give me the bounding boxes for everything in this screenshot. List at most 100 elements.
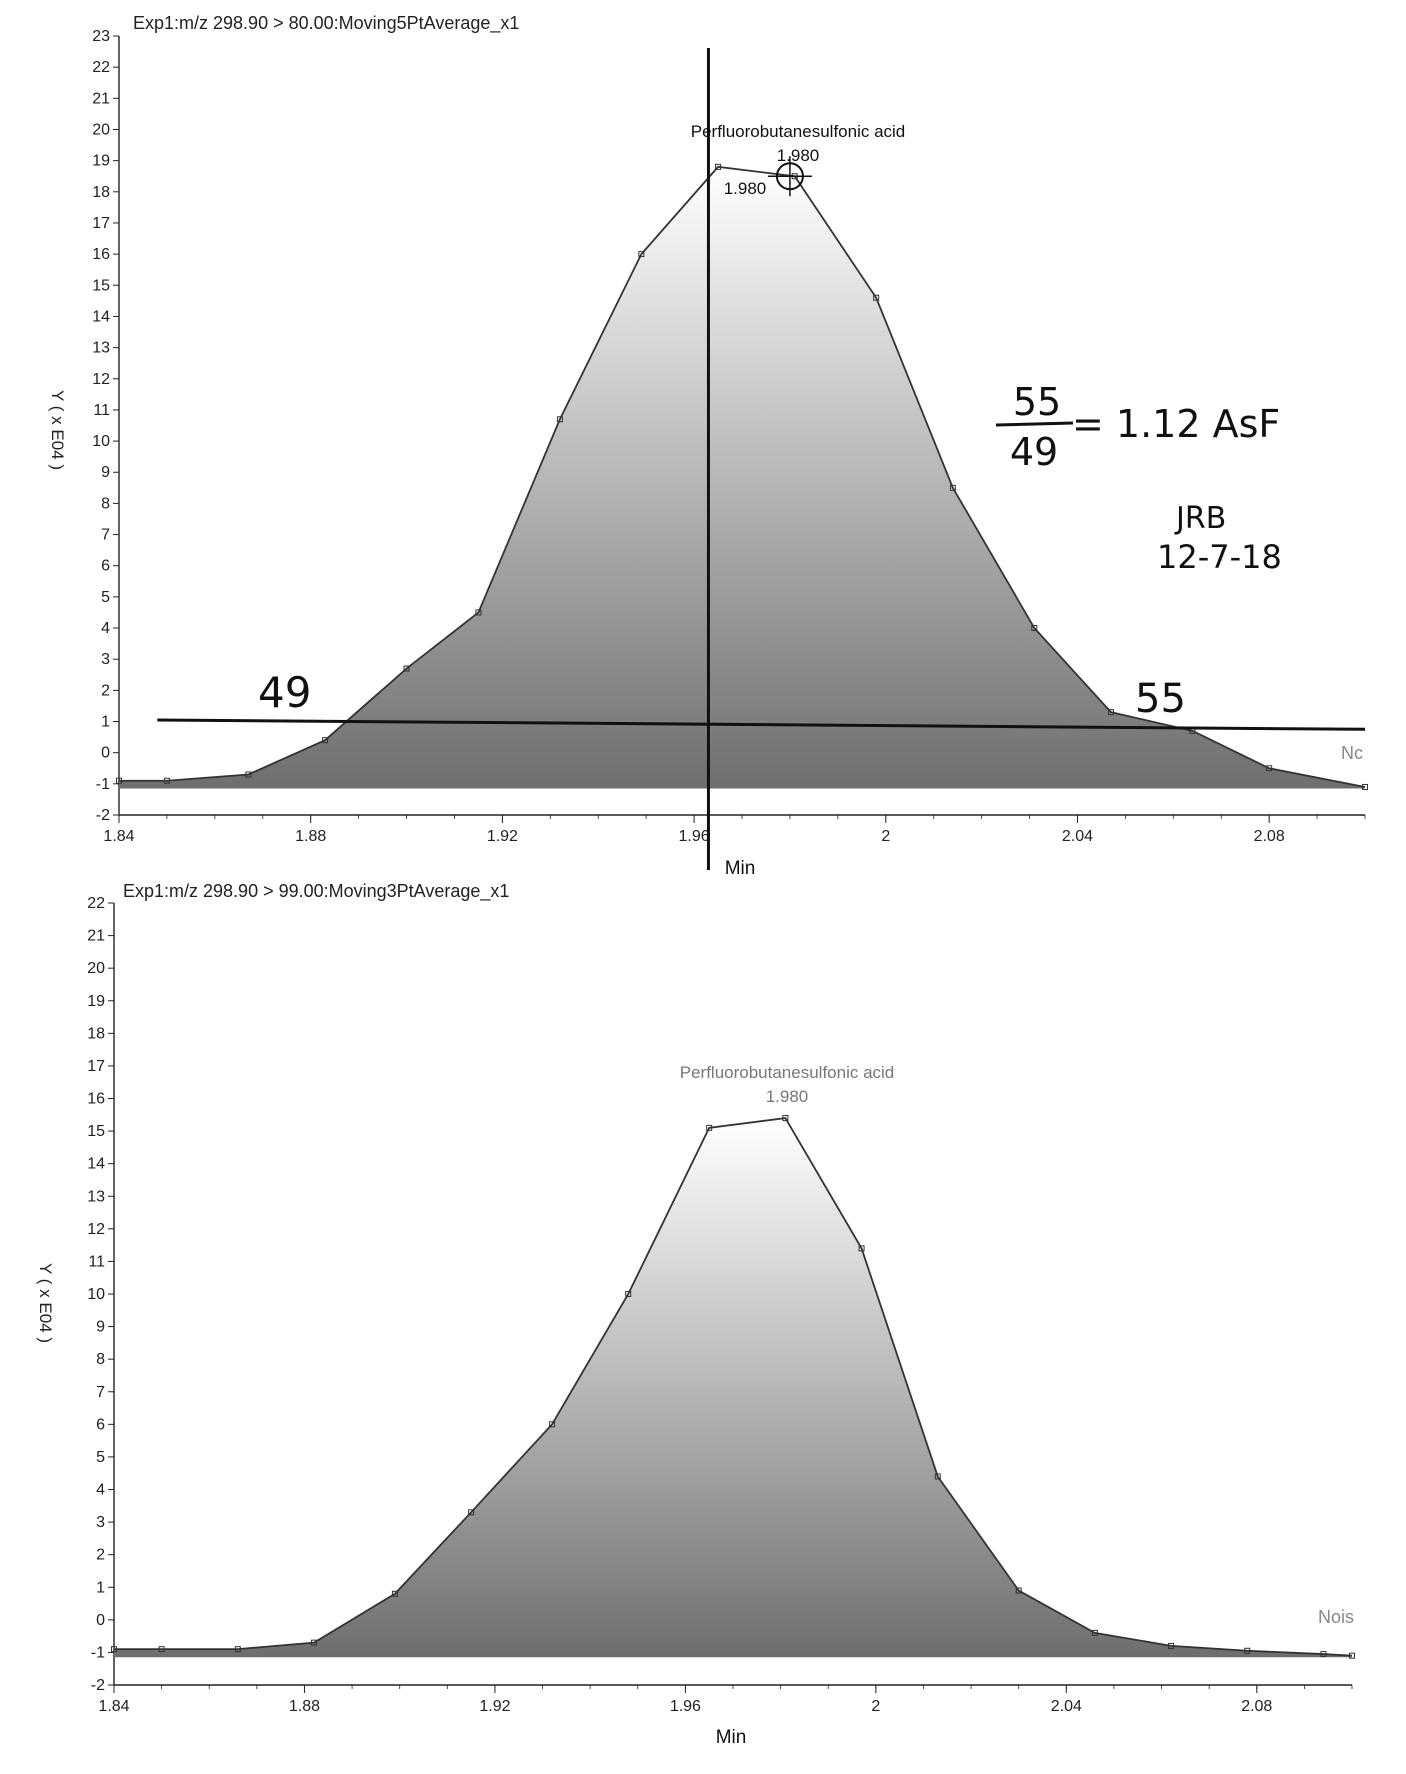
annotation-horizontal-line: [157, 718, 1366, 731]
data-point: [1320, 1651, 1327, 1658]
y-tick-label: 12: [87, 1221, 105, 1238]
x-tick-label: 2: [871, 1698, 880, 1715]
data-point: [715, 163, 722, 170]
y-tick-label: 9: [96, 1319, 105, 1336]
y-tick-label: 10: [92, 433, 110, 450]
data-point: [310, 1639, 317, 1646]
y-tick-label: 16: [92, 246, 110, 263]
annotation-fraction-bar: [995, 421, 1074, 427]
y-tick-label: 2: [96, 1547, 105, 1564]
y-tick-label: 18: [87, 1025, 105, 1042]
x-tick-label: 1.88: [295, 828, 326, 845]
chart-top: Exp1:m/z 298.90 > 80.00:Moving5PtAverage…: [48, 13, 1368, 879]
y-tick-label: 17: [92, 215, 110, 232]
y-tick-label: 15: [87, 1123, 105, 1140]
data-point: [1015, 1587, 1022, 1594]
y-tick-label: 14: [87, 1156, 105, 1173]
data-point: [1031, 625, 1038, 632]
y-tick-label: 1: [101, 714, 110, 731]
chart-top-peak-area: [119, 166, 1365, 789]
x-tick-label: 2.08: [1254, 828, 1285, 845]
data-point: [782, 1115, 789, 1122]
annotation-fraction-result: = 1.12 AsF: [1072, 402, 1280, 446]
data-point: [858, 1245, 865, 1252]
chart-bottom-peak-label: Perfluorobutanesulfonic acid: [680, 1063, 895, 1082]
x-tick-label: 2.04: [1062, 828, 1093, 845]
y-tick-label: 13: [92, 340, 110, 357]
y-tick-label: 16: [87, 1091, 105, 1108]
data-point: [468, 1509, 475, 1516]
data-point: [706, 1124, 713, 1131]
x-tick-label: 2.04: [1051, 1698, 1082, 1715]
data-point: [163, 777, 170, 784]
y-tick-label: -2: [96, 807, 110, 824]
data-point: [403, 665, 410, 672]
annotation-fraction-denominator: 49: [1010, 430, 1058, 474]
chart-bottom-peak-area: [114, 1118, 1352, 1658]
y-tick-label: 15: [92, 277, 110, 294]
data-point: [391, 1590, 398, 1597]
y-tick-label: 21: [92, 90, 110, 107]
data-point: [1349, 1652, 1355, 1659]
y-tick-label: 17: [87, 1058, 105, 1075]
data-point: [1362, 783, 1368, 790]
chart-top-peak-rt-marker: 1.980: [724, 179, 767, 198]
y-tick-label: 19: [87, 993, 105, 1010]
data-point: [245, 771, 252, 778]
data-point: [549, 1421, 556, 1428]
chart-top-trace-line: [119, 165, 1366, 788]
data-point: [556, 416, 563, 423]
x-tick-label: 1.96: [670, 1698, 701, 1715]
chart-top-ylabel: Y ( x E04 ): [48, 390, 67, 470]
y-tick-label: 5: [101, 589, 110, 606]
y-tick-label: 0: [96, 1612, 105, 1629]
y-tick-label: 7: [96, 1384, 105, 1401]
chart-bottom: Exp1:m/z 298.90 > 99.00:Moving3PtAverage…: [36, 881, 1355, 1748]
y-tick-label: 6: [96, 1416, 105, 1433]
y-tick-label: 4: [101, 620, 110, 637]
data-point: [475, 609, 482, 616]
chart-top-side-label: Nc: [1341, 743, 1363, 763]
annotation-initials: JRB: [1174, 501, 1226, 536]
y-tick-label: 0: [101, 745, 110, 762]
annotation-fraction-numerator: 55: [1013, 380, 1061, 424]
x-tick-label: 1.92: [487, 828, 518, 845]
y-tick-label: -1: [96, 776, 110, 793]
x-tick-label: 1.92: [479, 1698, 510, 1715]
y-tick-label: 6: [101, 558, 110, 575]
data-point: [116, 777, 122, 784]
chart-bottom-trace-line: [114, 1117, 1353, 1657]
y-tick-label: 14: [92, 308, 110, 325]
data-point: [873, 294, 880, 301]
x-tick-label: 1.88: [289, 1698, 320, 1715]
x-tick-label: 2: [881, 828, 890, 845]
data-point: [234, 1646, 241, 1653]
y-tick-label: 18: [92, 184, 110, 201]
y-tick-label: 22: [87, 895, 105, 912]
chart-bottom-side-label: Nois: [1318, 1607, 1354, 1627]
y-tick-label: 3: [96, 1514, 105, 1531]
x-tick-label: 1.84: [103, 828, 134, 845]
data-point: [638, 251, 645, 258]
y-tick-label: 9: [101, 464, 110, 481]
y-tick-label: -1: [91, 1644, 105, 1661]
y-tick-label: 22: [92, 59, 110, 76]
chart-bottom-ylabel: Y ( x E04 ): [36, 1263, 55, 1343]
chart-top-xlabel: Min: [725, 858, 756, 879]
chart-bottom-title: Exp1:m/z 298.90 > 99.00:Moving3PtAverage…: [123, 881, 509, 902]
y-tick-label: 4: [96, 1482, 105, 1499]
data-point: [1108, 709, 1115, 716]
data-point: [1266, 765, 1273, 772]
chart-top-peak-label: Perfluorobutanesulfonic acid: [691, 122, 906, 141]
x-tick-label: 2.08: [1241, 1698, 1272, 1715]
y-tick-label: 13: [87, 1188, 105, 1205]
y-tick-label: 8: [101, 495, 110, 512]
data-point: [625, 1291, 632, 1297]
data-point: [1244, 1647, 1251, 1654]
y-tick-label: 1: [96, 1579, 105, 1596]
y-tick-label: 11: [88, 1253, 105, 1270]
chart-bottom-xlabel: Min: [716, 1727, 747, 1748]
y-tick-label: 12: [92, 371, 110, 388]
y-tick-label: 7: [101, 527, 110, 544]
